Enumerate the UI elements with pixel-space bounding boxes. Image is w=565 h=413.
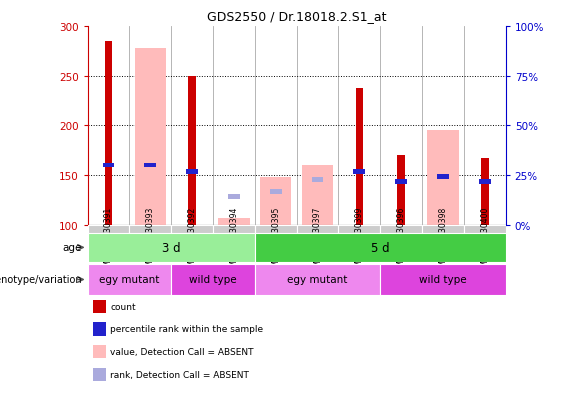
Bar [255, 264, 380, 295]
Bar [422, 225, 464, 233]
Text: egy mutant: egy mutant [99, 275, 159, 285]
Text: 3 d: 3 d [162, 241, 180, 254]
Text: egy mutant: egy mutant [288, 275, 347, 285]
Bar [255, 233, 506, 262]
Text: wild type: wild type [189, 275, 237, 285]
Bar [396, 180, 407, 185]
Bar [88, 264, 171, 295]
Bar [255, 225, 297, 233]
Text: GSM130394: GSM130394 [229, 206, 238, 252]
Text: 5 d: 5 d [371, 241, 389, 254]
Text: age: age [63, 243, 82, 253]
Bar [228, 195, 240, 200]
Bar [145, 163, 156, 168]
Bar [134, 49, 166, 225]
Text: GSM130398: GSM130398 [438, 206, 447, 252]
Bar [479, 180, 490, 185]
Title: GDS2550 / Dr.18018.2.S1_at: GDS2550 / Dr.18018.2.S1_at [207, 10, 386, 23]
Bar [338, 225, 380, 233]
Bar [171, 264, 255, 295]
Text: GSM130396: GSM130396 [397, 206, 406, 252]
Bar [397, 156, 405, 225]
Bar [380, 225, 422, 233]
Text: GSM130392: GSM130392 [188, 206, 197, 252]
Text: genotype/variation: genotype/variation [0, 275, 82, 285]
Bar [103, 163, 114, 168]
Text: rank, Detection Call = ABSENT: rank, Detection Call = ABSENT [110, 370, 249, 379]
Text: GSM130397: GSM130397 [313, 206, 322, 252]
Bar [171, 225, 213, 233]
Bar [355, 88, 363, 225]
Text: GSM130400: GSM130400 [480, 206, 489, 252]
Bar [188, 76, 196, 225]
Bar [129, 225, 171, 233]
Bar [354, 170, 365, 175]
Bar [213, 225, 255, 233]
Text: percentile rank within the sample: percentile rank within the sample [110, 325, 263, 334]
Text: wild type: wild type [419, 275, 467, 285]
Bar [302, 166, 333, 225]
Text: GSM130395: GSM130395 [271, 206, 280, 252]
Bar [186, 170, 198, 175]
Bar [105, 42, 112, 225]
Bar [464, 225, 506, 233]
Bar [427, 131, 459, 225]
Text: GSM130399: GSM130399 [355, 206, 364, 252]
Text: value, Detection Call = ABSENT: value, Detection Call = ABSENT [110, 347, 254, 356]
Bar [270, 190, 281, 195]
Bar [260, 178, 292, 225]
Bar [312, 178, 323, 183]
Text: GSM130391: GSM130391 [104, 206, 113, 252]
Bar [88, 233, 255, 262]
Bar [380, 264, 506, 295]
Bar [218, 218, 250, 225]
Bar [437, 175, 449, 180]
Bar [88, 225, 129, 233]
Text: GSM130393: GSM130393 [146, 206, 155, 252]
Bar [481, 159, 489, 225]
Bar [297, 225, 338, 233]
Text: count: count [110, 302, 136, 311]
